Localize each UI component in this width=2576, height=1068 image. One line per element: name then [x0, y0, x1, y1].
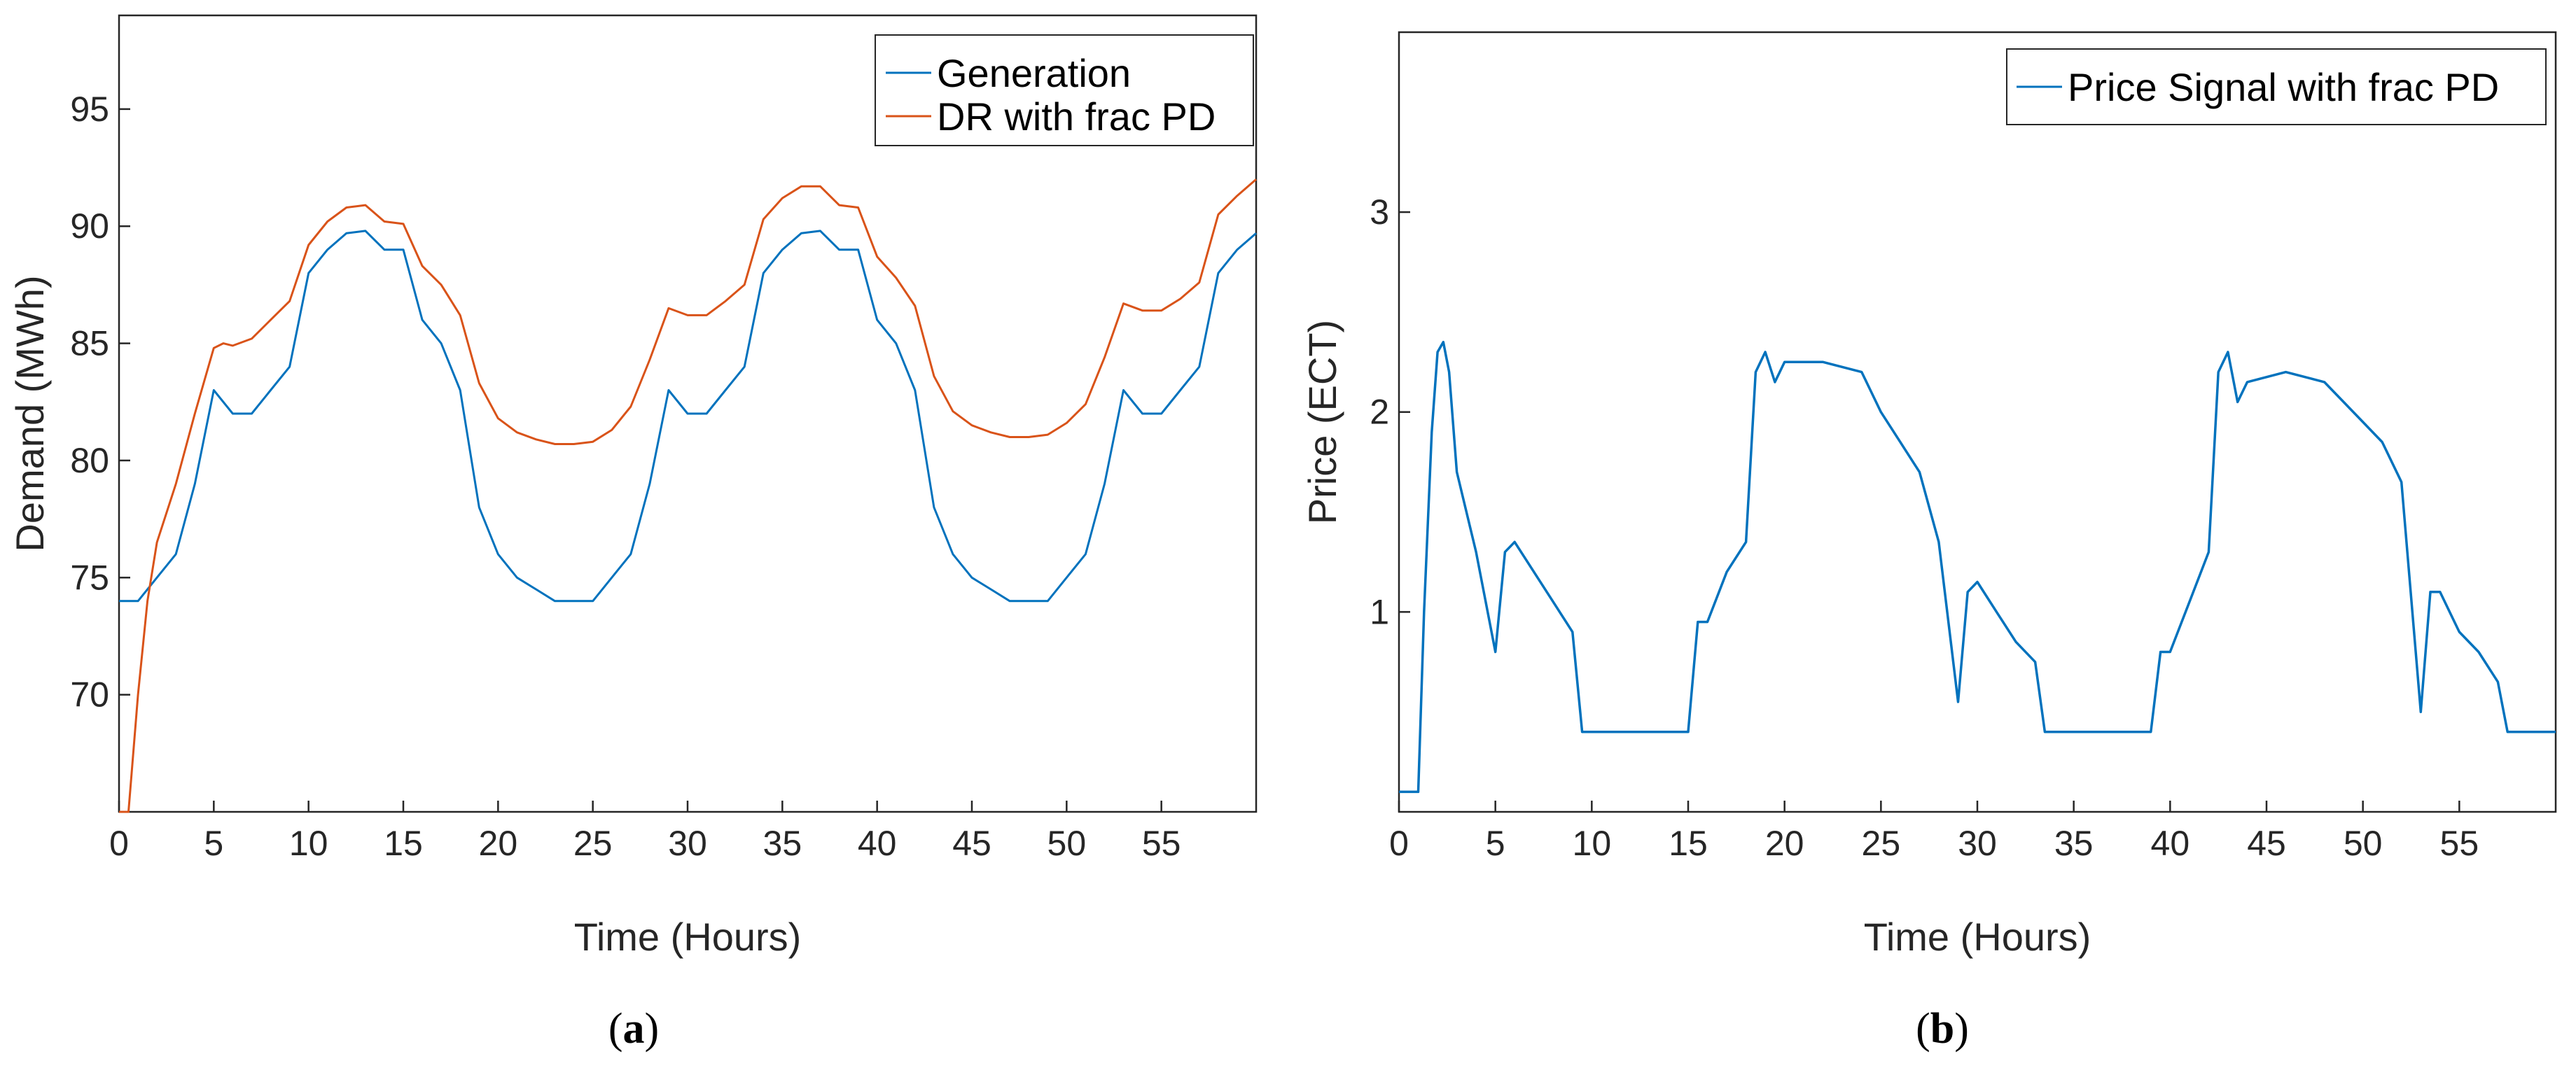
panel-a-xtick-label: 15	[384, 824, 423, 863]
panel-b-legend: Price Signal with frac PD	[2006, 48, 2547, 125]
panel-b-caption-letter: b	[1930, 1005, 1954, 1053]
panel-b-xtick-label: 45	[2247, 824, 2286, 863]
panel-a-xtick-label: 10	[289, 824, 328, 863]
panel-a-ytick-label: 95	[70, 90, 109, 129]
legend-price-label: Price Signal with frac PD	[2068, 65, 2499, 109]
legend-generation-label: Generation	[937, 51, 1131, 95]
panel-b-xtick-label: 40	[2151, 824, 2190, 863]
panel-a-xtick-label: 5	[204, 824, 223, 863]
panel-b-series	[1399, 340, 2556, 794]
panel-b-price-chart: 0 5 10 15 20 25 30 35 40 45 50 55 1 2 3 Time (Hours) P…	[1300, 31, 2557, 1053]
panel-b-xtick-label: 25	[1862, 824, 1901, 863]
panel-b-ticks: 0 5 10 15 20 25 30 35 40 45 50 55 1 2 3	[1370, 192, 2479, 863]
panel-a-legend-box	[875, 34, 1254, 146]
panel-b-xtick-label: 20	[1765, 824, 1804, 863]
panel-b-ylabel: Price (ECT)	[1300, 320, 1344, 524]
panel-a-xtick-label: 35	[763, 824, 802, 863]
panel-a-xtick-label: 40	[858, 824, 897, 863]
panel-a-caption-letter: a	[623, 1005, 645, 1053]
legend-dr-label: DR with frac PD	[937, 94, 1216, 139]
panel-a-caption: (a)	[608, 1005, 659, 1053]
panel-a-series-dr-line	[119, 178, 1257, 813]
panel-b-xtick-label: 35	[2054, 824, 2094, 863]
panel-b-caption: (b)	[1916, 1005, 1969, 1053]
panel-b-xtick-label: 50	[2344, 824, 2383, 863]
panel-a-xtick-label: 25	[573, 824, 613, 863]
panel-a-xtick-label: 45	[952, 824, 991, 863]
panel-b-plot-box	[1398, 31, 2557, 813]
panel-a-ytick-label: 75	[70, 558, 109, 597]
panel-b-xtick-label: 30	[1958, 824, 1997, 863]
panel-b-ytick-label: 2	[1370, 393, 1389, 432]
panel-b-xtick-label: 15	[1669, 824, 1708, 863]
panel-b-xlabel: Time (Hours)	[1864, 915, 2091, 959]
panel-a-ticks: 0 5 10 15 20 25 30 35 40 45 50 55 70 75 80 85 90 95	[70, 90, 1181, 863]
panel-a-xtick-label: 0	[109, 824, 129, 863]
panel-a-series-generation-line	[119, 230, 1257, 603]
panel-b-xtick-label: 5	[1486, 824, 1505, 863]
panel-a-xlabel: Time (Hours)	[574, 915, 802, 959]
panel-b-xtick-label: 55	[2440, 824, 2479, 863]
panel-a-ytick-label: 70	[70, 675, 109, 715]
panel-a-ylabel: Demand (MWh)	[8, 275, 52, 551]
panel-b-xtick-label: 0	[1389, 824, 1409, 863]
panel-b-legend-box	[2006, 48, 2547, 125]
panel-a-xtick-label: 50	[1047, 824, 1087, 863]
panel-a-ytick-label: 80	[70, 441, 109, 480]
panel-a-ytick-label: 90	[70, 206, 109, 246]
panel-b-ytick-label: 3	[1370, 192, 1389, 232]
panel-a-series	[119, 178, 1257, 813]
panel-a-xtick-label: 20	[479, 824, 518, 863]
panel-b-series-price-line	[1399, 340, 2556, 794]
panel-a-xtick-label: 30	[668, 824, 707, 863]
panel-a-legend: Generation DR with frac PD	[875, 34, 1254, 146]
panel-a-ytick-label: 85	[70, 324, 109, 363]
panel-a-xtick-label: 55	[1142, 824, 1181, 863]
panel-b-xtick-label: 10	[1573, 824, 1612, 863]
panel-a-demand-chart: 0 5 10 15 20 25 30 35 40 45 50 55 70 75 80 85 90 95 Time …	[8, 14, 1258, 1053]
panel-b-ytick-label: 1	[1370, 592, 1389, 631]
